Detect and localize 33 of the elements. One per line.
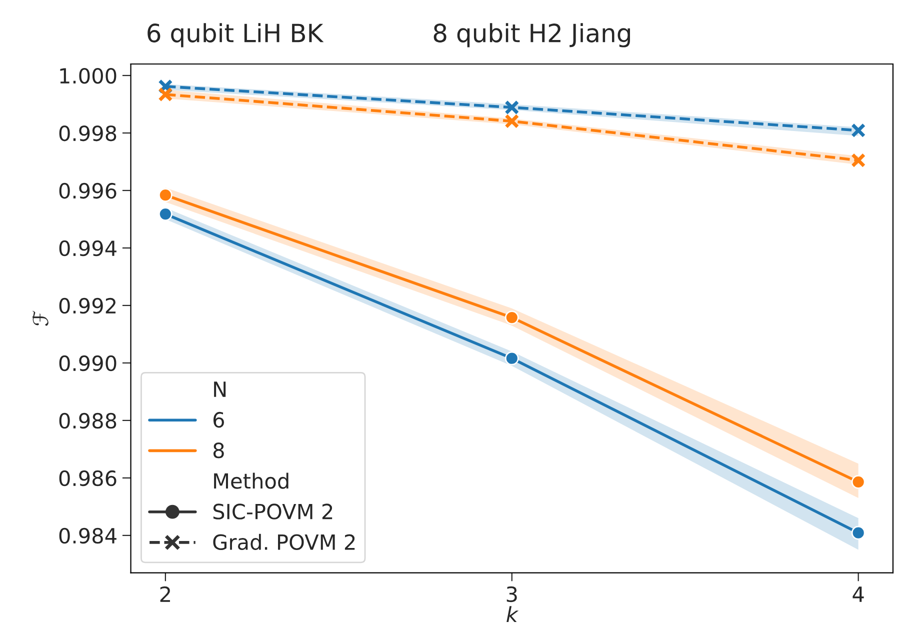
point — [158, 188, 172, 202]
x-tick-label: 3 — [506, 586, 517, 602]
y-tick-label: 0.986 — [59, 470, 116, 486]
x-tick-label: 4 — [852, 586, 864, 602]
point — [504, 351, 519, 366]
x-tick-label: 2 — [160, 586, 170, 602]
point — [851, 475, 866, 489]
y-tick-label: 0.998 — [59, 125, 116, 142]
y-tick-label: 0.992 — [59, 298, 116, 314]
point — [504, 114, 520, 128]
annotation: Grad. POVM 2 — [213, 534, 355, 550]
y-tick-label: 1.000 — [60, 68, 116, 84]
point — [158, 207, 172, 221]
legend-label: 8 — [213, 442, 224, 458]
point — [504, 100, 520, 115]
point — [851, 123, 866, 138]
point — [851, 153, 866, 168]
annotation: Method — [214, 472, 288, 489]
legend-label: 6 — [213, 412, 224, 428]
text: 8 qubit H2 Jiang — [434, 23, 630, 48]
y-tick-label: 0.994 — [59, 240, 116, 256]
point — [504, 310, 519, 324]
y-axis-title: ℱ — [32, 310, 48, 326]
text: 6 qubit LiH BK — [148, 23, 324, 48]
x-axis-title: k — [506, 606, 519, 622]
y-tick-label: 0.990 — [59, 355, 116, 372]
annotation: SIC-POVM 2 — [213, 504, 332, 520]
y-tick-label: 0.996 — [59, 182, 116, 199]
point — [851, 526, 866, 540]
y-tick-label: 0.984 — [59, 528, 116, 544]
y-tick-label: 0.988 — [59, 412, 116, 429]
point — [158, 87, 173, 102]
legend-title: N — [214, 382, 226, 397]
